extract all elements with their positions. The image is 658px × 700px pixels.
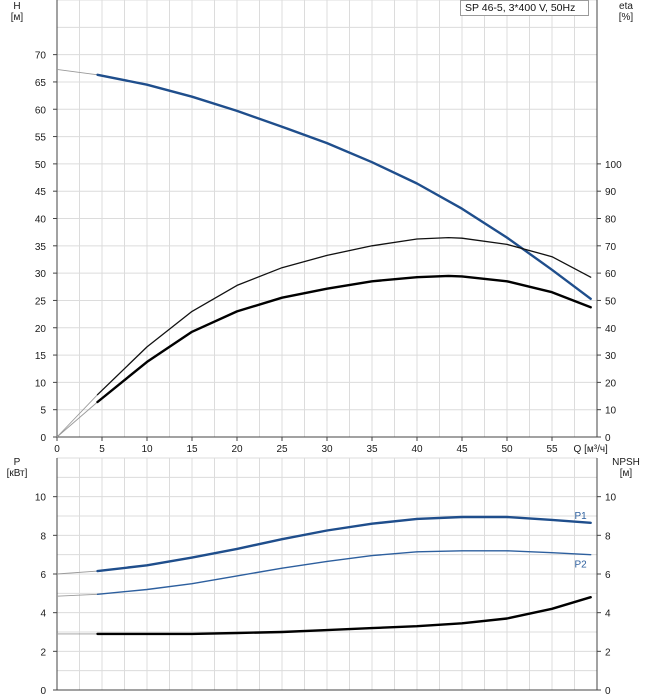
- x-tick-label: 10: [141, 444, 153, 455]
- right-tick-label: 0: [605, 433, 611, 444]
- right-axis-title: eta: [619, 1, 633, 12]
- x-tick-label: 5: [99, 444, 105, 455]
- right-tick-label: 30: [605, 351, 617, 362]
- right-tick-label: 0: [605, 686, 611, 697]
- series-extrapolation-line: [56, 68, 98, 76]
- left-tick-label: 50: [35, 160, 47, 171]
- series-line: [96, 515, 592, 573]
- left-tick-label: 35: [35, 242, 47, 253]
- left-tick-label: 5: [40, 406, 46, 417]
- left-axis-unit: [м]: [11, 12, 24, 23]
- right-tick-label: 10: [605, 406, 617, 417]
- series-extrapolation-line: [56, 570, 98, 575]
- left-tick-label: 65: [35, 78, 47, 89]
- series-extrapolation-line: [56, 593, 98, 597]
- x-tick-label: 0: [54, 444, 60, 455]
- left-tick-label: 25: [35, 296, 47, 307]
- series-line: [96, 274, 592, 404]
- left-axis-title: P: [14, 457, 21, 468]
- performance-chart: 0510152025303540455055606570010203040506…: [11, 0, 634, 455]
- left-tick-label: 70: [35, 51, 47, 62]
- series-line: [96, 550, 592, 595]
- left-axis-title: H: [13, 1, 20, 12]
- x-tick-label: 15: [186, 444, 198, 455]
- chart-title: SP 46-5, 3*400 V, 50Hz: [460, 0, 589, 16]
- x-tick-label: 40: [411, 444, 423, 455]
- x-tick-label: 50: [501, 444, 513, 455]
- series-line: [96, 73, 592, 300]
- left-tick-label: 4: [40, 609, 46, 620]
- series-extrapolation-line: [56, 401, 98, 438]
- left-axis-unit: [кВт]: [7, 468, 28, 479]
- left-tick-label: 10: [35, 493, 47, 504]
- x-tick-label: 20: [231, 444, 243, 455]
- left-tick-label: 20: [35, 324, 47, 335]
- series-line: [96, 596, 592, 636]
- right-tick-label: 4: [605, 609, 611, 620]
- right-tick-label: 80: [605, 215, 617, 226]
- series-label: P2: [574, 560, 587, 571]
- x-tick-label: 45: [456, 444, 468, 455]
- right-tick-label: 2: [605, 647, 611, 658]
- left-tick-label: 60: [35, 105, 47, 116]
- x-tick-label: 35: [366, 444, 378, 455]
- right-tick-label: 8: [605, 531, 611, 542]
- left-tick-label: 0: [40, 686, 46, 697]
- x-tick-label: 30: [321, 444, 333, 455]
- right-tick-label: 90: [605, 187, 617, 198]
- right-axis-title: NPSH: [612, 457, 640, 468]
- left-tick-label: 10: [35, 378, 47, 389]
- right-tick-label: 70: [605, 242, 617, 253]
- left-tick-label: 40: [35, 215, 47, 226]
- left-tick-label: 8: [40, 531, 46, 542]
- left-tick-label: 55: [35, 133, 47, 144]
- left-tick-label: 2: [40, 647, 46, 658]
- x-tick-label: 25: [276, 444, 288, 455]
- right-tick-label: 100: [605, 160, 622, 171]
- right-axis-unit: [м]: [620, 468, 633, 479]
- right-axis-unit: [%]: [619, 12, 634, 23]
- x-axis-title: Q [м³/ч]: [574, 444, 609, 455]
- right-tick-label: 10: [605, 493, 617, 504]
- left-tick-label: 6: [40, 570, 46, 581]
- right-tick-label: 6: [605, 570, 611, 581]
- x-tick-label: 55: [546, 444, 558, 455]
- left-tick-label: 0: [40, 433, 46, 444]
- right-tick-label: 50: [605, 296, 617, 307]
- left-tick-label: 30: [35, 269, 47, 280]
- left-tick-label: 45: [35, 187, 47, 198]
- left-tick-label: 15: [35, 351, 47, 362]
- series-extrapolation-line: [56, 394, 98, 438]
- series-line: [96, 236, 592, 396]
- right-tick-label: 40: [605, 324, 617, 335]
- series-label: P1: [574, 511, 587, 522]
- right-tick-label: 60: [605, 269, 617, 280]
- power-npsh-chart: 0 2 4 6 8 10 0 2 4 6 8 10 P[кВт] NPSH[м] P1 P2: [7, 457, 640, 697]
- right-tick-label: 20: [605, 378, 617, 389]
